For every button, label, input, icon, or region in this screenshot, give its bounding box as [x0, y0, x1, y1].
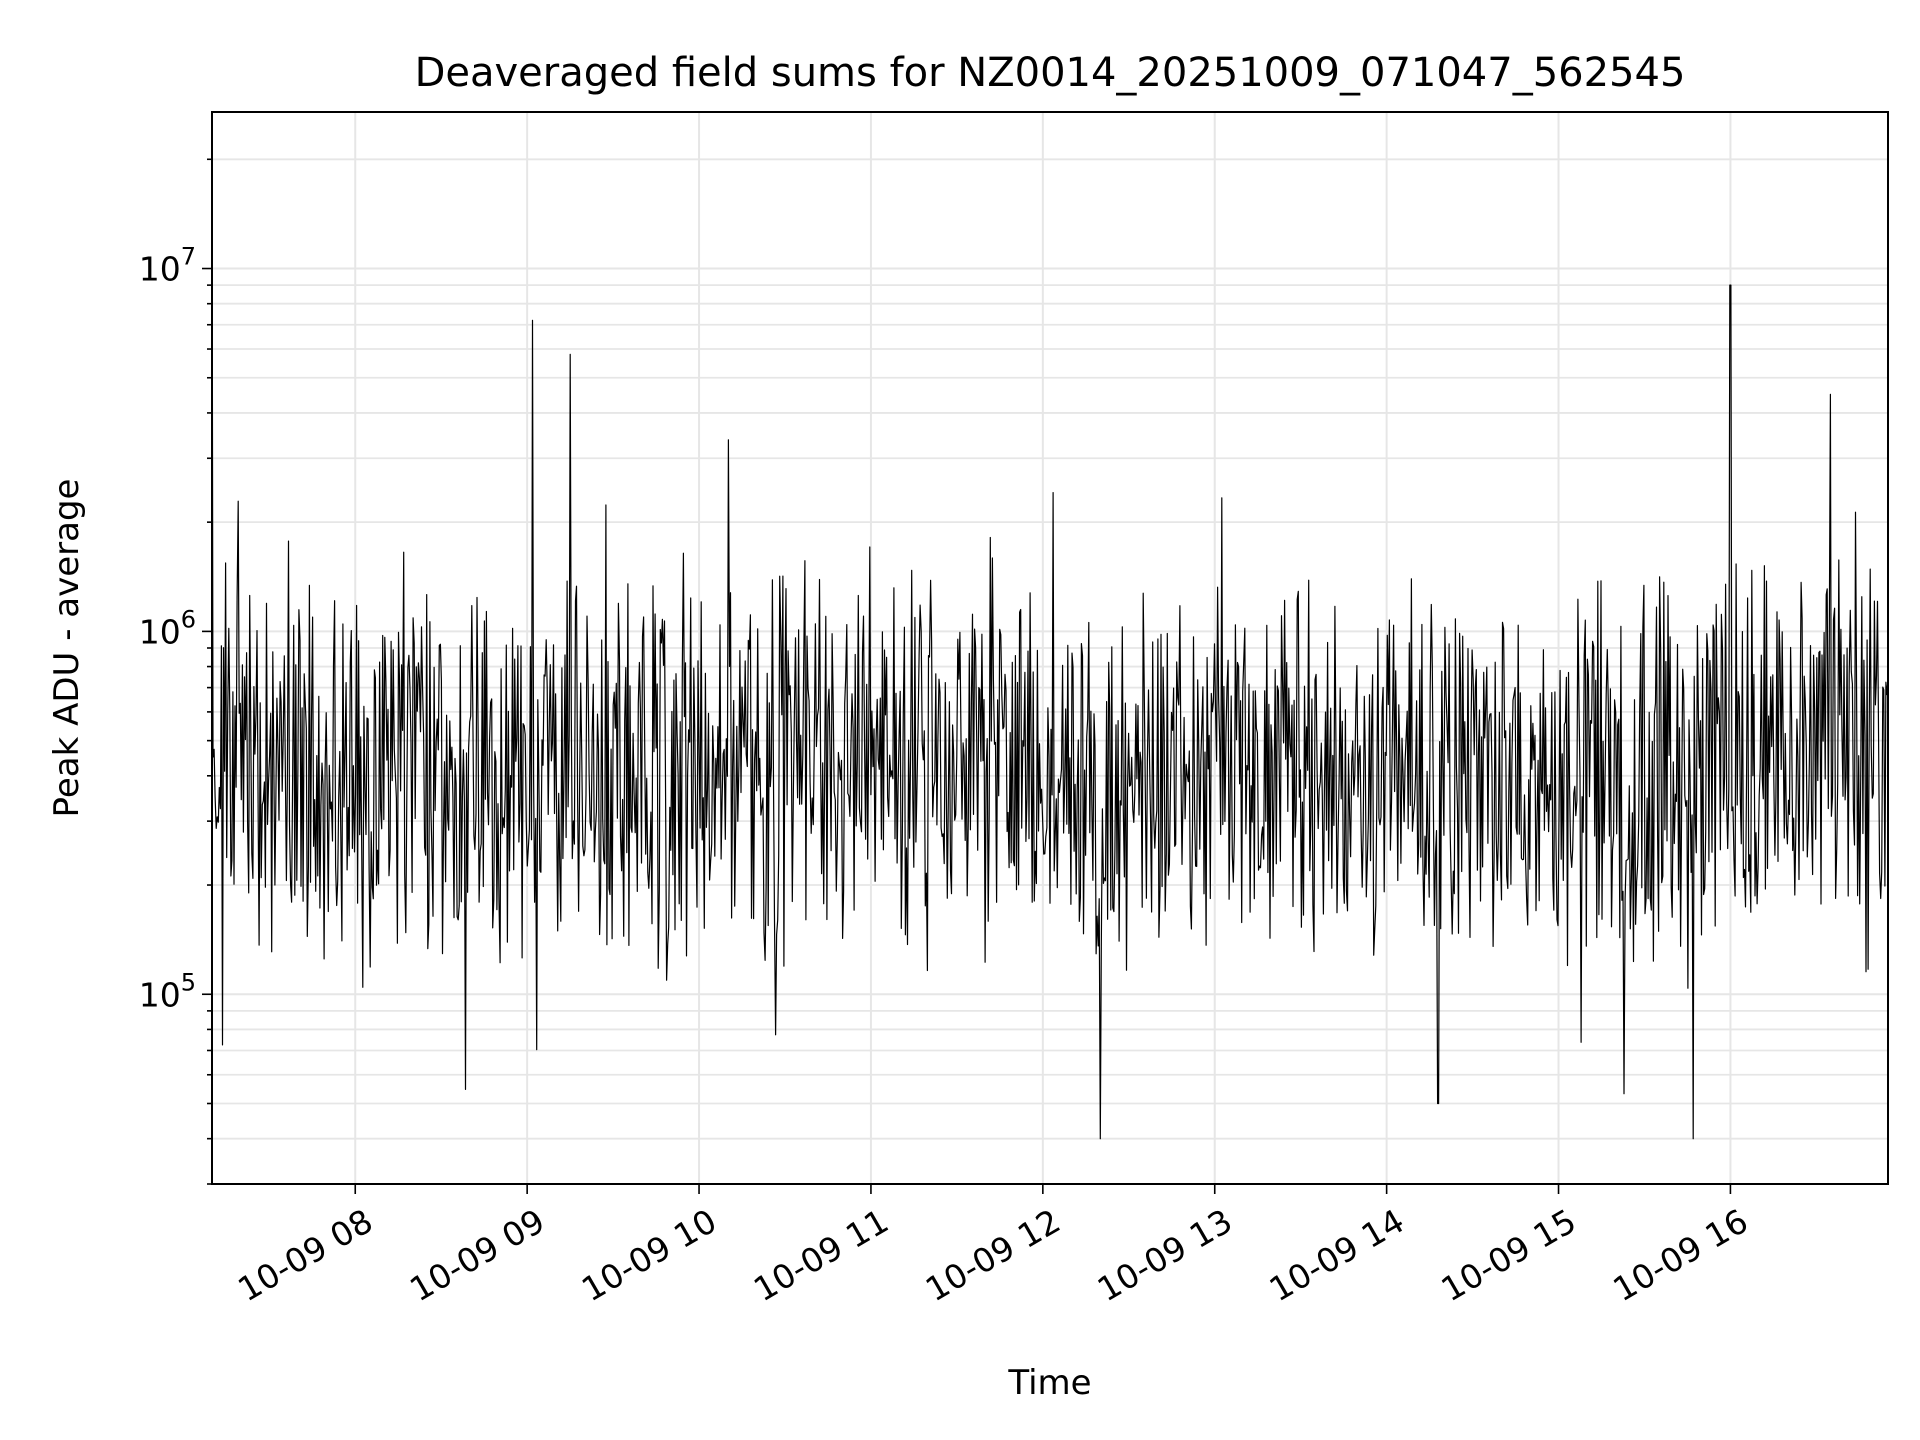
series-line-group — [211, 151, 1889, 1140]
x-tick-label: 10-09 14 — [1263, 1201, 1411, 1309]
y-tick-label: 105 — [139, 968, 196, 1014]
y-tick-label-exponent: 7 — [181, 243, 196, 271]
y-tick-label-base: 10 — [139, 975, 181, 1014]
y-tick-label: 107 — [139, 243, 196, 289]
x-tick-label: 10-09 15 — [1435, 1201, 1583, 1309]
series-line — [211, 151, 1889, 1140]
y-axis-label: Peak ADU - average — [47, 479, 87, 818]
grid-lines — [212, 112, 1888, 1185]
x-tick-label: 10-09 11 — [747, 1201, 895, 1309]
y-tick-label-exponent: 5 — [181, 968, 196, 996]
x-tick-label: 10-09 10 — [575, 1201, 723, 1309]
x-tick-label: 10-09 08 — [231, 1201, 379, 1309]
x-tick-label: 10-09 16 — [1606, 1201, 1754, 1309]
x-tick-label: 10-09 13 — [1091, 1201, 1239, 1309]
x-tick-label: 10-09 12 — [919, 1201, 1067, 1309]
y-tick-label-base: 10 — [139, 250, 181, 289]
y-tick-label: 106 — [139, 605, 196, 651]
y-tick-label-base: 10 — [139, 612, 181, 651]
x-tick-label: 10-09 09 — [403, 1201, 551, 1309]
chart-title: Deaveraged field sums for NZ0014_2025100… — [415, 50, 1686, 96]
y-tick-label-exponent: 6 — [181, 605, 196, 633]
x-axis-label: Time — [1007, 1363, 1091, 1403]
